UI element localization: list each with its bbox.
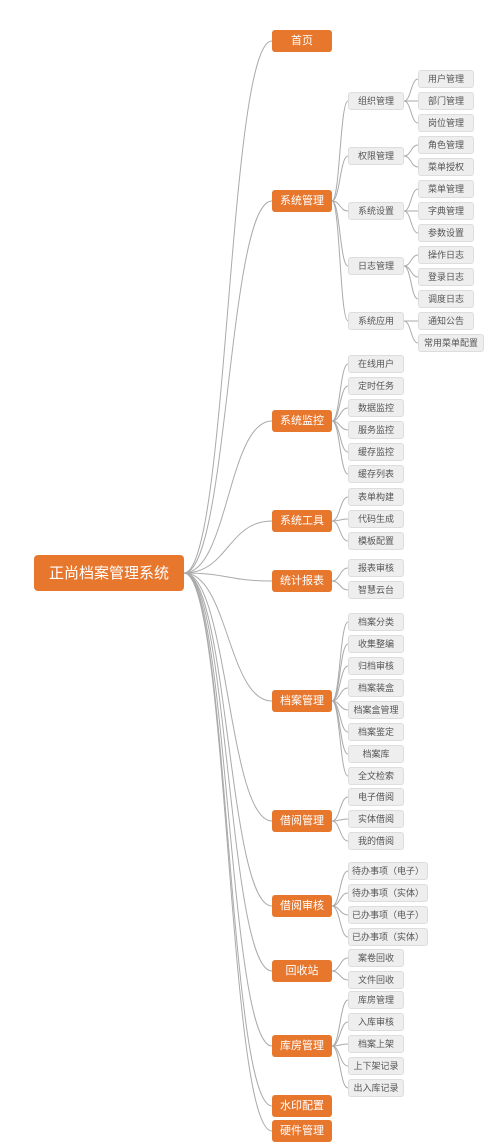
node-menumgr: 菜单管理 — [418, 180, 474, 198]
node-timer: 定时任务 — [348, 377, 404, 395]
node-boxing: 档案装盒 — [348, 679, 404, 697]
node-todo_p: 待办事项（实体） — [348, 884, 428, 902]
node-monitor: 系统监控 — [272, 410, 332, 432]
node-tools: 系统工具 — [272, 510, 332, 532]
node-todo_e: 待办事项（电子） — [348, 862, 428, 880]
node-eborrow: 电子借阅 — [348, 788, 404, 806]
node-boxmgr: 档案盒管理 — [348, 701, 404, 719]
node-collect: 收集整编 — [348, 635, 404, 653]
node-schedlog: 调度日志 — [418, 290, 474, 308]
node-pborrow: 实体借阅 — [348, 810, 404, 828]
node-fulltext: 全文检索 — [348, 767, 404, 785]
node-shelflog: 上下架记录 — [348, 1057, 404, 1075]
node-done_p: 已办事项（实体） — [348, 928, 428, 946]
node-oplog: 操作日志 — [418, 246, 474, 264]
node-usermgr: 用户管理 — [418, 70, 474, 88]
node-inoutlog: 出入库记录 — [348, 1079, 404, 1097]
node-watermark: 水印配置 — [272, 1095, 332, 1117]
node-dictmgr: 字典管理 — [418, 202, 474, 220]
node-cachemon: 缓存监控 — [348, 443, 404, 461]
node-commonmenu: 常用菜单配置 — [418, 334, 484, 352]
node-home: 首页 — [272, 30, 332, 52]
node-filereview: 归档审核 — [348, 657, 404, 675]
node-parammgr: 参数设置 — [418, 224, 474, 242]
node-postmgr: 岗位管理 — [418, 114, 474, 132]
node-myborrow: 我的借阅 — [348, 832, 404, 850]
node-loginlog: 登录日志 — [418, 268, 474, 286]
node-shelf: 档案上架 — [348, 1035, 404, 1053]
node-menuauth: 菜单授权 — [418, 158, 474, 176]
node-settings: 系统设置 — [348, 202, 404, 220]
node-warehouse: 库房管理 — [272, 1035, 332, 1057]
node-archlib: 档案库 — [348, 745, 404, 763]
node-sysmgr: 系统管理 — [272, 190, 332, 212]
node-perm: 权限管理 — [348, 147, 404, 165]
node-inreview: 入库审核 — [348, 1013, 404, 1031]
node-notice: 通知公告 — [418, 312, 474, 330]
node-org: 组织管理 — [348, 92, 404, 110]
node-hardware: 硬件管理 — [272, 1120, 332, 1142]
node-borrow: 借阅管理 — [272, 810, 332, 832]
node-archive: 档案管理 — [272, 690, 332, 712]
node-done_e: 已办事项（电子） — [348, 906, 428, 924]
node-filerec: 文件回收 — [348, 971, 404, 989]
node-codegen: 代码生成 — [348, 510, 404, 528]
node-deptmgr: 部门管理 — [418, 92, 474, 110]
node-rptreview: 报表审核 — [348, 559, 404, 577]
node-wisdom: 智慧云台 — [348, 581, 404, 599]
node-recycle: 回收站 — [272, 960, 332, 982]
node-rolemgr: 角色管理 — [418, 136, 474, 154]
node-root: 正尚档案管理系统 — [34, 555, 184, 591]
node-online: 在线用户 — [348, 355, 404, 373]
node-appraise: 档案鉴定 — [348, 723, 404, 741]
node-tblbuild: 表单构建 — [348, 488, 404, 506]
node-cachelist: 缓存列表 — [348, 465, 404, 483]
node-svcmon: 服务监控 — [348, 421, 404, 439]
node-stats: 统计报表 — [272, 570, 332, 592]
node-volrec: 案卷回收 — [348, 949, 404, 967]
node-whmgr: 库房管理 — [348, 991, 404, 1009]
node-classify: 档案分类 — [348, 613, 404, 631]
node-datamon: 数据监控 — [348, 399, 404, 417]
node-logs: 日志管理 — [348, 257, 404, 275]
node-audit: 借阅审核 — [272, 895, 332, 917]
node-tplcfg: 模板配置 — [348, 532, 404, 550]
node-apps: 系统应用 — [348, 312, 404, 330]
